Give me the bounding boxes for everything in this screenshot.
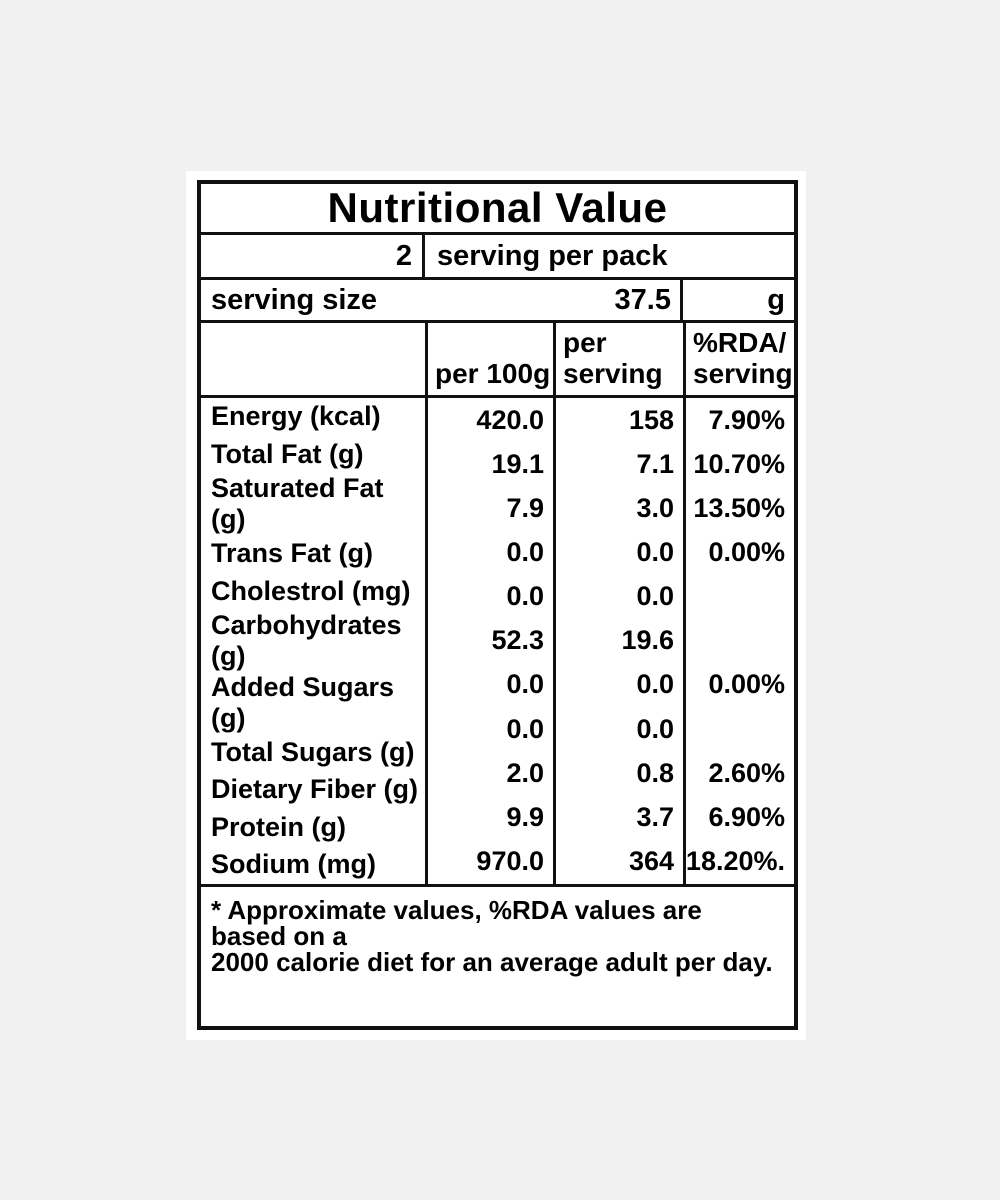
per-serving-value: 3.7 (636, 801, 674, 832)
rda-value: 0.00% (708, 536, 785, 567)
nutrient-column: Energy (kcal) Total Fat (g) Saturated Fat … (201, 398, 425, 884)
per-serving-value: 3.0 (636, 492, 674, 523)
column-header-per-100g: per 100g (425, 323, 553, 395)
label-title: Nutritional Value (201, 184, 794, 235)
column-header-nutrient-empty (201, 323, 425, 395)
serving-size-label: serving size (211, 283, 378, 316)
serving-size-main-cell: serving size 37.5 (201, 280, 683, 320)
column-header-rda-per-serving: %RDA/ serving (683, 323, 794, 395)
per-serving-value: 7.1 (636, 448, 674, 479)
per-100g-value: 970.0 (476, 845, 544, 876)
column-header-per-serving: per serving (553, 323, 683, 395)
footnote: * Approximate values, %RDA values are ba… (201, 887, 794, 1027)
per-100g-value: 0.0 (506, 713, 544, 744)
nutrition-label-card: Nutritional Value 2 serving per pack ser… (197, 180, 798, 1030)
rda-value (686, 575, 794, 619)
per-100g-value: 52.3 (491, 625, 544, 656)
rda-value: 7.90% (708, 404, 785, 435)
per-serving-value: 364 (628, 845, 674, 876)
rda-value (686, 707, 794, 751)
per-serving-value: 158 (628, 404, 674, 435)
column-header-row: per 100g per serving %RDA/ serving (201, 323, 794, 398)
rda-value: 13.50% (693, 492, 785, 523)
per-100g-value: 19.1 (491, 448, 544, 479)
nutrient-label: Sodium (mg) (211, 849, 376, 880)
per-100g-value: 2.0 (506, 757, 544, 788)
per-100g-value: 420.0 (476, 404, 544, 435)
per-serving-value: 0.8 (636, 757, 674, 788)
serving-size-value: 37.5 (614, 283, 671, 316)
servings-per-pack-text: serving per pack (437, 239, 668, 272)
nutrient-label: Cholestrol (mg) (211, 575, 411, 606)
per-serving-value: 0.0 (636, 669, 674, 700)
per-serving-header-line1: per (563, 327, 607, 358)
nutrient-label: Protein (g) (211, 811, 346, 842)
per-100g-value: 7.9 (506, 492, 544, 523)
per-serving-value: 0.0 (636, 536, 674, 567)
rda-header-line1: %RDA/ (693, 327, 787, 358)
serving-size-unit: g (767, 283, 785, 316)
rda-column: 7.90% 10.70% 13.50% 0.00% 0.00% 2.60% 6.90% 18.… (683, 398, 794, 884)
rda-value: 10.70% (693, 448, 785, 479)
nutrient-label: Dietary Fiber (g) (211, 774, 419, 805)
per-100g-column: 420.0 19.1 7.9 0.0 0.0 52.3 0.0 0.0 2.0 9.9 970.0 (425, 398, 553, 884)
footnote-line2: 2000 calorie diet for an average adult p… (211, 946, 773, 977)
footnote-line1: * Approximate values, %RDA values are ba… (211, 894, 702, 951)
nutrition-label-card-wrap: Nutritional Value 2 serving per pack ser… (186, 171, 806, 1040)
per-100g-value: 0.0 (506, 581, 544, 612)
per-serving-value: 0.0 (636, 713, 674, 744)
rda-value: 18.20%. (685, 845, 785, 876)
rda-value (686, 619, 794, 663)
nutrient-table-body: Energy (kcal) Total Fat (g) Saturated Fat … (201, 398, 794, 887)
rda-header-line2: serving (693, 358, 793, 389)
serving-size-row: serving size 37.5 g (201, 280, 794, 323)
servings-count: 2 (201, 235, 425, 277)
per-serving-column: 158 7.1 3.0 0.0 0.0 19.6 0.0 0.0 0.8 3.7 364 (553, 398, 683, 884)
servings-per-pack-row: 2 serving per pack (201, 235, 794, 280)
nutrient-label: Total Fat (g) (211, 438, 364, 469)
nutrient-label: Trans Fat (g) (211, 538, 374, 569)
nutrient-label: Added Sugars (g) (211, 671, 395, 733)
per-serving-value: 0.0 (636, 581, 674, 612)
rda-value: 0.00% (708, 669, 785, 700)
nutrient-label: Carbohydrates (g) (211, 609, 402, 671)
per-100g-value: 9.9 (506, 801, 544, 832)
per-100g-value: 0.0 (506, 536, 544, 567)
rda-value: 6.90% (708, 801, 785, 832)
nutrient-label: Energy (kcal) (211, 401, 381, 432)
nutrient-label: Saturated Fat (g) (211, 472, 384, 534)
per-serving-header-line2: serving (563, 358, 663, 389)
per-100g-header-text: per 100g (435, 358, 551, 389)
rda-value: 2.60% (708, 757, 785, 788)
per-100g-value: 0.0 (506, 669, 544, 700)
per-serving-value: 19.6 (621, 625, 674, 656)
nutrient-label: Total Sugars (g) (211, 736, 415, 767)
